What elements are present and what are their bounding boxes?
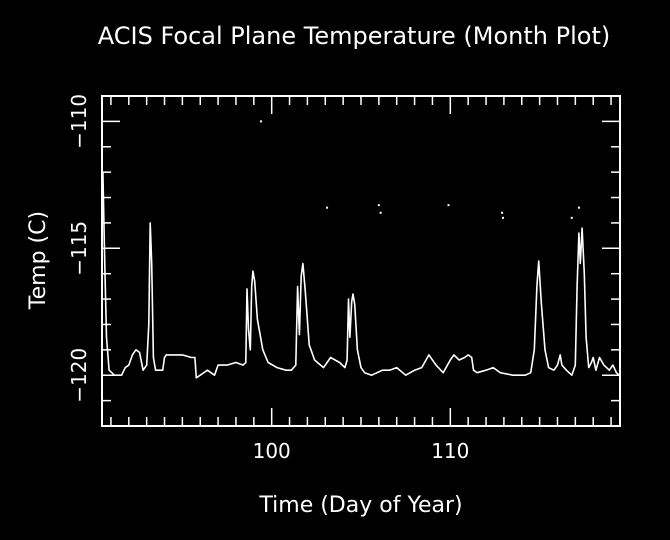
data-point [259,120,262,123]
y-axis-label: Temp (C) [26,211,51,310]
y-tick-label: −115 [67,221,91,276]
data-point [377,204,380,207]
chart-title: ACIS Focal Plane Temperature (Month Plot… [98,22,610,50]
series-layer [102,172,620,379]
data-point [501,211,504,214]
x-tick-label: 100 [253,439,291,463]
data-point [379,211,382,214]
y-tick-label: −110 [67,94,91,149]
data-point [447,204,450,207]
y-tick-label: −120 [67,348,91,403]
tick-labels: 100 110 −110 −115 −120 [67,94,469,463]
data-point [502,216,505,219]
temperature-series-line [102,172,620,379]
plot-frame [101,95,621,427]
data-point [577,206,580,209]
x-axis-label: Time (Day of Year) [258,493,462,518]
scatter-layer [259,120,580,219]
data-point [326,206,329,209]
x-tick-label: 110 [431,439,469,463]
data-point [570,216,573,219]
axis-ticks [102,95,620,427]
